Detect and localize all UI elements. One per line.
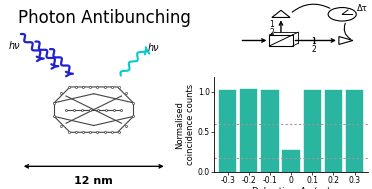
Bar: [346, 90, 363, 172]
Bar: [304, 90, 321, 172]
Text: Photon Antibunching: Photon Antibunching: [18, 9, 190, 26]
Bar: [325, 90, 342, 172]
Text: Δτ: Δτ: [357, 4, 368, 13]
Text: 1
2: 1 2: [312, 37, 317, 54]
Text: hν: hν: [148, 43, 160, 53]
Bar: [261, 90, 279, 172]
Bar: [240, 89, 257, 172]
Bar: [219, 90, 236, 172]
Text: 12 nm: 12 nm: [74, 176, 113, 186]
Y-axis label: Normalised
coincidence counts: Normalised coincidence counts: [176, 84, 195, 165]
X-axis label: Delay time Δτ (μs): Delay time Δτ (μs): [252, 187, 330, 189]
Text: hν: hν: [8, 41, 20, 51]
Text: 1
2: 1 2: [269, 20, 274, 37]
Bar: [282, 149, 300, 172]
